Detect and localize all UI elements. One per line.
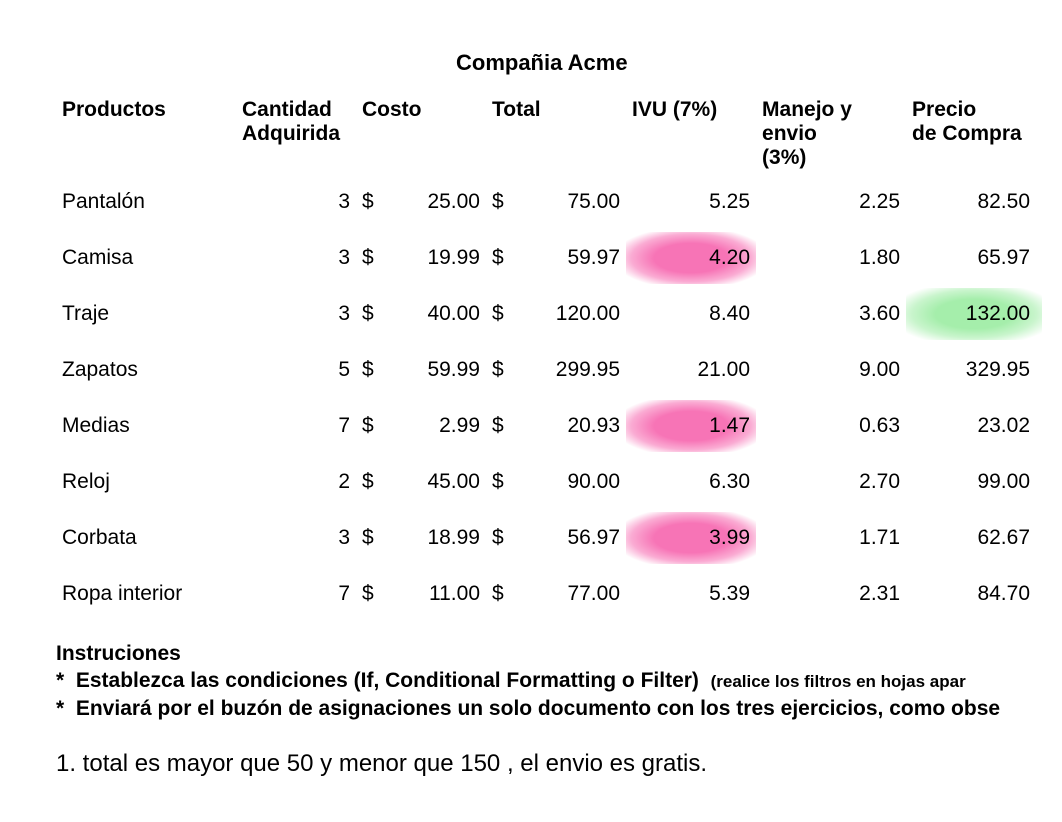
products-table: Productos CantidadAdquirida Costo Total … [56, 94, 1036, 622]
cell-precio: 23.02 [906, 398, 1036, 454]
table-row: Corbata3$18.99$56.973.991.7162.67 [56, 510, 1036, 566]
table-header-row: Productos CantidadAdquirida Costo Total … [56, 94, 1036, 174]
cell-total: 56.97 [516, 510, 626, 566]
cell-currency: $ [486, 230, 516, 286]
cell-total: 75.00 [516, 174, 626, 230]
cell-total: 120.00 [516, 286, 626, 342]
table-row: Traje3$40.00$120.008.403.60132.00 [56, 286, 1036, 342]
table-row: Reloj2$45.00$90.006.302.7099.00 [56, 454, 1036, 510]
cell-cantidad: 3 [236, 174, 356, 230]
cell-precio: 65.97 [906, 230, 1036, 286]
cell-costo: 59.99 [386, 342, 486, 398]
question-1: 1. total es mayor que 50 y menor que 150… [56, 750, 1062, 778]
cell-costo: 40.00 [386, 286, 486, 342]
cell-costo: 18.99 [386, 510, 486, 566]
cell-currency: $ [356, 398, 386, 454]
cell-producto: Corbata [56, 510, 236, 566]
cell-precio: 84.70 [906, 566, 1036, 622]
cell-cantidad: 5 [236, 342, 356, 398]
col-header-precio: Preciode Compra [906, 94, 1036, 174]
cell-envio: 1.80 [756, 230, 906, 286]
table-row: Medias7$2.99$20.931.470.6323.02 [56, 398, 1036, 454]
cell-currency: $ [356, 230, 386, 286]
cell-producto: Reloj [56, 454, 236, 510]
cell-precio: 99.00 [906, 454, 1036, 510]
cell-cantidad: 7 [236, 398, 356, 454]
cell-ivu: 6.30 [626, 454, 756, 510]
cell-currency: $ [356, 510, 386, 566]
cell-envio: 9.00 [756, 342, 906, 398]
cell-ivu: 4.20 [626, 230, 756, 286]
table-row: Camisa3$19.99$59.974.201.8065.97 [56, 230, 1036, 286]
cell-cantidad: 3 [236, 286, 356, 342]
cell-envio: 0.63 [756, 398, 906, 454]
cell-producto: Ropa interior [56, 566, 236, 622]
table-row: Zapatos5$59.99$299.9521.009.00329.95 [56, 342, 1036, 398]
cell-currency: $ [356, 286, 386, 342]
cell-precio: 82.50 [906, 174, 1036, 230]
cell-ivu: 3.99 [626, 510, 756, 566]
cell-total: 77.00 [516, 566, 626, 622]
col-header-total: Total [486, 94, 626, 174]
instructions-line-1: * Establezca las condiciones (If, Condit… [56, 667, 1026, 694]
cell-currency: $ [486, 286, 516, 342]
col-header-envio: Manejo y envio(3%) [756, 94, 906, 174]
cell-ivu: 8.40 [626, 286, 756, 342]
col-header-producto: Productos [56, 94, 236, 174]
cell-cantidad: 2 [236, 454, 356, 510]
cell-currency: $ [356, 342, 386, 398]
cell-ivu: 5.25 [626, 174, 756, 230]
cell-cantidad: 3 [236, 510, 356, 566]
cell-currency: $ [486, 398, 516, 454]
col-header-costo: Costo [356, 94, 486, 174]
cell-ivu: 21.00 [626, 342, 756, 398]
cell-precio: 132.00 [906, 286, 1036, 342]
cell-envio: 2.31 [756, 566, 906, 622]
instructions-line-2: * Enviará por el buzón de asignaciones u… [56, 695, 1026, 722]
cell-total: 59.97 [516, 230, 626, 286]
cell-cantidad: 7 [236, 566, 356, 622]
cell-costo: 19.99 [386, 230, 486, 286]
cell-costo: 45.00 [386, 454, 486, 510]
cell-total: 90.00 [516, 454, 626, 510]
cell-producto: Traje [56, 286, 236, 342]
cell-currency: $ [486, 454, 516, 510]
col-header-ivu: IVU (7%) [626, 94, 756, 174]
cell-envio: 2.70 [756, 454, 906, 510]
cell-costo: 11.00 [386, 566, 486, 622]
instructions-heading: Instruciones [56, 640, 1026, 667]
cell-producto: Pantalón [56, 174, 236, 230]
cell-cantidad: 3 [236, 230, 356, 286]
cell-currency: $ [486, 510, 516, 566]
table-row: Ropa interior7$11.00$77.005.392.3184.70 [56, 566, 1036, 622]
cell-producto: Medias [56, 398, 236, 454]
cell-ivu: 5.39 [626, 566, 756, 622]
cell-precio: 329.95 [906, 342, 1036, 398]
col-header-cantidad: CantidadAdquirida [236, 94, 356, 174]
cell-costo: 2.99 [386, 398, 486, 454]
cell-precio: 62.67 [906, 510, 1036, 566]
cell-currency: $ [356, 566, 386, 622]
cell-currency: $ [486, 342, 516, 398]
cell-envio: 3.60 [756, 286, 906, 342]
cell-currency: $ [486, 174, 516, 230]
cell-currency: $ [486, 566, 516, 622]
table-row: Pantalón3$25.00$75.005.252.2582.50 [56, 174, 1036, 230]
cell-envio: 1.71 [756, 510, 906, 566]
cell-costo: 25.00 [386, 174, 486, 230]
cell-ivu: 1.47 [626, 398, 756, 454]
cell-currency: $ [356, 174, 386, 230]
cell-currency: $ [356, 454, 386, 510]
cell-envio: 2.25 [756, 174, 906, 230]
cell-total: 20.93 [516, 398, 626, 454]
instructions-block: Instruciones * Establezca las condicione… [56, 640, 1026, 722]
cell-producto: Zapatos [56, 342, 236, 398]
cell-total: 299.95 [516, 342, 626, 398]
cell-producto: Camisa [56, 230, 236, 286]
page-title: Compañia Acme [56, 50, 1062, 76]
